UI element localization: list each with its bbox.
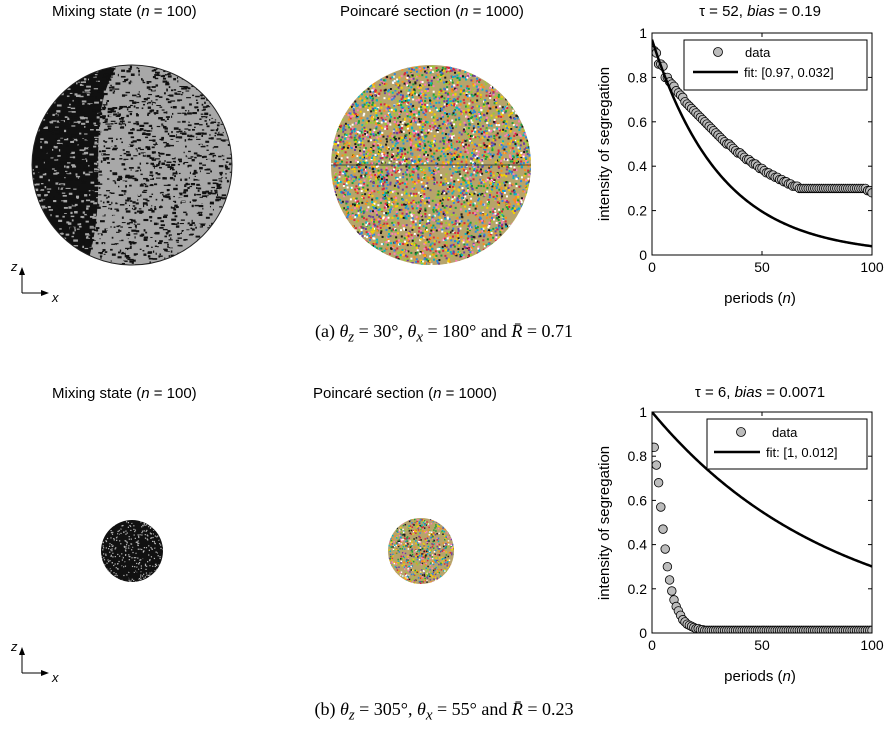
- y-tick-label-a: 0.4: [628, 158, 648, 174]
- x-tick-label-a: 0: [648, 259, 656, 275]
- segregation-chart-a: τ = 52, bias = 0.19 0 0.2 0.4 0.6 0.8 1 0 50 100…: [596, 3, 884, 307]
- y-tick-label-b: 0.4: [628, 537, 648, 553]
- x-tick-label-a: 100: [860, 259, 884, 275]
- data-point-b: [656, 502, 666, 512]
- data-point-b: [652, 460, 662, 470]
- data-point-b: [660, 544, 670, 554]
- data-point-b: [867, 625, 872, 633]
- legend-b: data fit: [1, 0.012]: [706, 418, 868, 470]
- segregation-chart-b: τ = 6, bias = 0.0071 0 0.2 0.4 0.6 0.8 1 0 50 10…: [596, 384, 884, 685]
- y-axis-title-a: intensity of segregation: [596, 67, 613, 221]
- data-point-b: [667, 586, 677, 596]
- axis-indicator-a: z x: [10, 259, 59, 305]
- y-tick-label-b: 0: [639, 625, 647, 641]
- legend-label-data-b: data: [772, 425, 798, 440]
- data-point-b: [652, 442, 659, 453]
- caption-b: (b) θz = 305°, θx = 55° and R̄ = 0.23: [314, 699, 574, 724]
- y-tick-label-b: 0.6: [628, 492, 648, 508]
- caption-a: (a) θz = 30°, θx = 180° and R̄ = 0.71: [314, 321, 574, 346]
- x-tick-label-b: 50: [754, 637, 770, 653]
- poincare-title-b: Poincaré section (n = 1000): [313, 385, 497, 402]
- legend-marker-data-a: [713, 47, 723, 57]
- y-tick-label-a: 0.6: [628, 114, 648, 130]
- x-axis-label: x: [51, 290, 59, 305]
- z-axis-label: z: [10, 639, 18, 654]
- data-point-a: [867, 188, 872, 198]
- y-tick-label-a: 1: [639, 25, 647, 41]
- poincare-section-sphere-a: [331, 65, 531, 265]
- fit-curve-a: [652, 39, 872, 248]
- y-tick-label-b: 0.8: [628, 448, 648, 464]
- fit-curve-b: [652, 412, 872, 568]
- mixing-state-sphere-a: [31, 64, 233, 266]
- legend-label-fit-a: fit: [0.97, 0.032]: [744, 65, 834, 80]
- legend-a: data fit: [0.97, 0.032]: [683, 39, 868, 91]
- data-point-b: [658, 524, 668, 534]
- x-axis-label: x: [51, 670, 59, 685]
- legend-label-data-a: data: [745, 45, 771, 60]
- data-point-b: [662, 562, 673, 572]
- x-tick-label-a: 50: [754, 259, 770, 275]
- mixing-state-sphere-b: [101, 520, 163, 582]
- y-tick-label-b: 1: [639, 404, 647, 420]
- x-tick-label-b: 0: [648, 637, 656, 653]
- mixing-title-b: Mixing state (n = 100): [52, 385, 197, 402]
- mixing-title-a: Mixing state (n = 100): [52, 3, 197, 20]
- x-tick-label-b: 100: [860, 637, 884, 653]
- data-point-b: [664, 575, 675, 585]
- y-tick-label-a: 0.8: [628, 69, 648, 85]
- x-axis-title-a: periods (n): [724, 290, 796, 307]
- x-axis-title-b: periods (n): [724, 668, 796, 685]
- y-tick-label-b: 0.2: [628, 581, 648, 597]
- chart-title-a: τ = 52, bias = 0.19: [699, 3, 821, 20]
- data-point-b: [653, 478, 664, 488]
- chart-title-b: τ = 6, bias = 0.0071: [695, 384, 825, 401]
- legend-label-fit-b: fit: [1, 0.012]: [766, 445, 838, 460]
- legend-marker-data-b: [736, 427, 746, 437]
- poincare-section-sphere-b: [388, 518, 454, 584]
- z-axis-label: z: [10, 259, 18, 274]
- poincare-title-a: Poincaré section (n = 1000): [340, 3, 524, 20]
- y-tick-label-a: 0.2: [628, 203, 648, 219]
- y-axis-title-b: intensity of segregation: [596, 446, 613, 600]
- y-tick-label-a: 0: [639, 247, 647, 263]
- axis-indicator-b: z x: [10, 639, 59, 685]
